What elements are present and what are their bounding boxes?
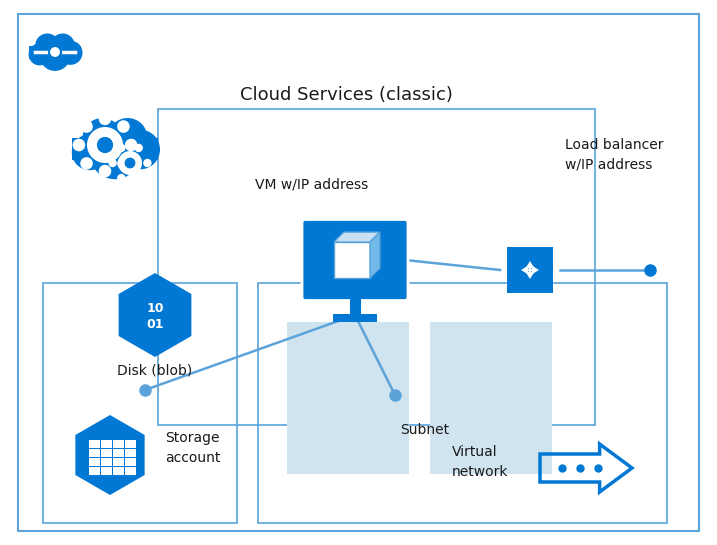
- FancyBboxPatch shape: [113, 457, 123, 465]
- FancyBboxPatch shape: [507, 247, 553, 293]
- Circle shape: [80, 120, 92, 133]
- Circle shape: [87, 127, 123, 163]
- Text: Subnet: Subnet: [400, 423, 449, 437]
- FancyBboxPatch shape: [125, 439, 136, 447]
- FancyBboxPatch shape: [430, 322, 552, 474]
- FancyBboxPatch shape: [88, 449, 100, 457]
- Circle shape: [143, 159, 151, 167]
- FancyBboxPatch shape: [125, 449, 136, 457]
- Circle shape: [39, 40, 70, 71]
- FancyBboxPatch shape: [88, 457, 100, 465]
- Circle shape: [99, 113, 111, 125]
- Circle shape: [99, 165, 111, 178]
- Text: Disk (blob): Disk (blob): [118, 363, 193, 377]
- Circle shape: [49, 46, 61, 58]
- Circle shape: [51, 33, 75, 58]
- FancyBboxPatch shape: [287, 322, 409, 474]
- Text: Storage
account: Storage account: [165, 431, 220, 465]
- Circle shape: [118, 151, 142, 175]
- Circle shape: [72, 138, 85, 152]
- FancyBboxPatch shape: [100, 449, 112, 457]
- FancyBboxPatch shape: [100, 467, 112, 475]
- FancyBboxPatch shape: [72, 138, 158, 160]
- Circle shape: [108, 118, 148, 158]
- Polygon shape: [334, 232, 380, 242]
- FancyBboxPatch shape: [125, 457, 136, 465]
- Circle shape: [29, 44, 51, 65]
- FancyBboxPatch shape: [88, 439, 100, 447]
- FancyArrow shape: [528, 263, 533, 275]
- Polygon shape: [334, 242, 370, 278]
- FancyBboxPatch shape: [113, 467, 123, 475]
- Circle shape: [97, 137, 113, 153]
- Circle shape: [72, 134, 108, 170]
- Circle shape: [120, 130, 160, 169]
- Text: Cloud Services (classic): Cloud Services (classic): [240, 86, 453, 104]
- Circle shape: [58, 41, 82, 65]
- FancyArrow shape: [523, 268, 535, 272]
- Polygon shape: [370, 232, 380, 278]
- FancyBboxPatch shape: [333, 313, 377, 322]
- Circle shape: [117, 174, 125, 182]
- Circle shape: [125, 158, 136, 168]
- Circle shape: [125, 138, 138, 152]
- Circle shape: [117, 120, 130, 133]
- Text: 01: 01: [146, 318, 163, 331]
- Text: Virtual
network: Virtual network: [452, 445, 508, 479]
- FancyBboxPatch shape: [302, 220, 408, 300]
- Text: VM w/IP address: VM w/IP address: [255, 178, 369, 192]
- Circle shape: [35, 33, 60, 58]
- Circle shape: [108, 159, 117, 167]
- FancyBboxPatch shape: [100, 457, 112, 465]
- FancyBboxPatch shape: [125, 467, 136, 475]
- FancyBboxPatch shape: [113, 449, 123, 457]
- FancyArrow shape: [528, 265, 533, 277]
- Text: 10: 10: [146, 302, 163, 316]
- FancyBboxPatch shape: [29, 46, 82, 59]
- FancyBboxPatch shape: [100, 439, 112, 447]
- Circle shape: [80, 157, 92, 169]
- Circle shape: [90, 129, 141, 179]
- Circle shape: [135, 174, 143, 182]
- Polygon shape: [118, 273, 191, 357]
- FancyBboxPatch shape: [88, 467, 100, 475]
- Circle shape: [117, 157, 130, 169]
- Text: Load balancer
w/IP address: Load balancer w/IP address: [565, 138, 663, 172]
- Circle shape: [135, 144, 143, 152]
- FancyArrow shape: [525, 268, 537, 272]
- Circle shape: [82, 118, 122, 158]
- Polygon shape: [75, 415, 145, 495]
- FancyBboxPatch shape: [113, 439, 123, 447]
- Circle shape: [117, 144, 125, 152]
